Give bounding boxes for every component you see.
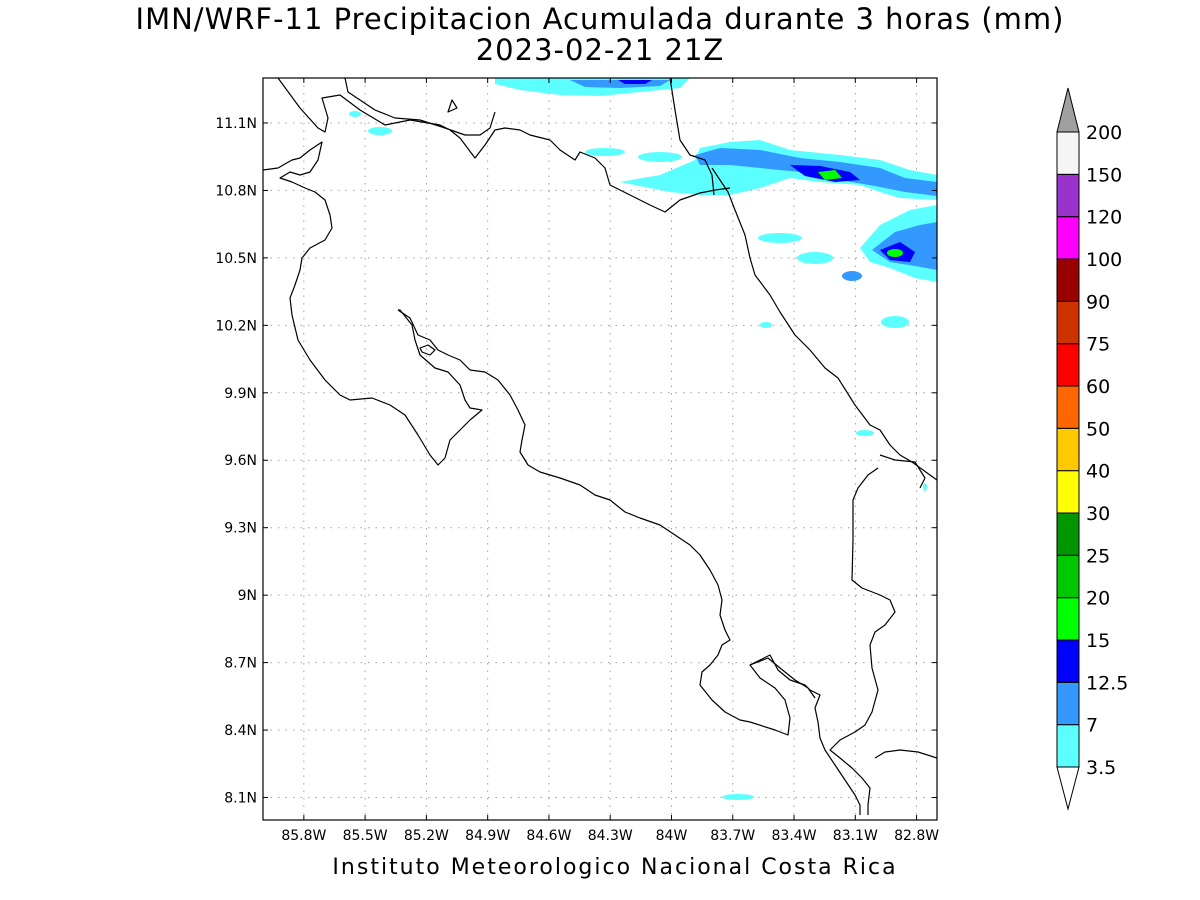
colorbar-swatch — [1056, 131, 1080, 175]
colorbar-swatch — [1056, 173, 1080, 218]
colorbar-label: 20 — [1086, 588, 1110, 610]
lat-tick-label: 9.9N — [224, 386, 257, 402]
panama-pacific — [874, 749, 937, 759]
lon-tick-label: 82.8W — [894, 828, 939, 844]
lat-tick-label: 10.5N — [215, 251, 257, 267]
footer-credit: Instituto Meteorologico Nacional Costa R… — [332, 855, 898, 880]
precip-area-northeast — [620, 140, 937, 200]
lat-tick-label: 10.8N — [215, 183, 257, 199]
colorbar-label: 50 — [1086, 418, 1110, 440]
precip-cell — [368, 127, 392, 135]
colorbar-label: 12.5 — [1086, 672, 1128, 694]
lon-tick-label: 84.3W — [588, 828, 633, 844]
colorbar-swatch — [1056, 300, 1080, 345]
lake-island — [447, 99, 458, 113]
colorbar-swatch — [1056, 258, 1080, 302]
colorbar-label: 15 — [1086, 630, 1110, 652]
title-block: IMN/WRF-11 Precipitacion Acumulada duran… — [0, 4, 1200, 66]
lat-tick-label: 9.6N — [224, 453, 257, 469]
lon-tick-label: 85.2W — [404, 828, 449, 844]
lon-tick-label: 83.4W — [772, 828, 817, 844]
lake-nicaragua-shore — [344, 78, 496, 136]
nicaragua-border — [277, 78, 731, 213]
lat-tick-label: 10.2N — [215, 318, 257, 334]
lon-tick-label: 83.7W — [710, 828, 755, 844]
precip-cell — [797, 252, 833, 264]
precip-cell — [856, 430, 874, 436]
colorbar-label: 3.5 — [1086, 757, 1116, 779]
lon-tick-label: 85.8W — [281, 828, 326, 844]
colorbar-label: 30 — [1086, 503, 1110, 525]
colorbar-label: 7 — [1086, 715, 1098, 737]
colorbar-top-arrow — [1056, 87, 1080, 133]
lat-tick-label: 8.4N — [224, 723, 257, 739]
colorbar-bottom-arrow — [1056, 766, 1080, 811]
colorbar-swatch — [1056, 597, 1080, 641]
colorbar-label: 60 — [1086, 376, 1110, 398]
peninsula-osa — [749, 657, 816, 699]
colorbar-label: 25 — [1086, 545, 1110, 567]
lon-tick-label: 84.6W — [526, 828, 571, 844]
colorbar-label: 40 — [1086, 461, 1110, 483]
lat-tick-label: 8.7N — [224, 656, 257, 672]
colorbar-swatch — [1056, 554, 1080, 599]
colorbar-label: 150 — [1086, 164, 1122, 186]
precip-cell — [349, 111, 361, 117]
san-juan-river — [669, 78, 715, 196]
colorbar-swatch — [1056, 512, 1080, 556]
lat-tick-label: 8.1N — [224, 791, 257, 807]
lon-tick-label: 84.9W — [465, 828, 510, 844]
lon-tick-label: 85.5W — [343, 828, 388, 844]
panama-coast-east — [879, 454, 926, 489]
gridlines — [263, 78, 937, 820]
pacific-coast-north — [263, 141, 483, 466]
precipitation-layer — [349, 78, 937, 800]
lon-tick-label: 83.1W — [833, 828, 878, 844]
colorbar-swatch — [1056, 216, 1080, 260]
colorbar-swatch — [1056, 343, 1080, 387]
colorbar-label: 90 — [1086, 291, 1110, 313]
coastline-layer — [263, 78, 937, 815]
precip-cell — [758, 233, 802, 243]
colorbar-swatch — [1056, 724, 1080, 768]
precip-cell — [760, 322, 772, 328]
colorbar-label: 200 — [1086, 122, 1122, 144]
gulf-of-nicoya-shore — [397, 309, 861, 815]
map-subtitle: 2023-02-21 21Z — [475, 33, 725, 67]
precip-area-northeast-peak — [818, 170, 842, 180]
colorbar-swatch — [1056, 639, 1080, 683]
precip-cell — [842, 271, 862, 281]
colorbar: 3.5 7 12.5 15 20 25 30 40 50 60 75 90 100 120 150 200 — [1056, 87, 1128, 811]
lat-tick-label: 11.1N — [215, 116, 257, 132]
colorbar-label: 75 — [1086, 334, 1110, 356]
island-nicoya — [419, 344, 436, 356]
precip-area-north-peak — [618, 80, 652, 84]
lon-tick-label: 84W — [656, 828, 688, 844]
plot-frame — [262, 77, 938, 821]
colorbar-swatch — [1056, 681, 1080, 726]
precip-area-east-peak — [887, 249, 903, 257]
panama-border-caribbean — [829, 467, 896, 815]
precip-cell — [722, 794, 754, 800]
lat-tick-label: 9.3N — [224, 521, 257, 537]
colorbar-label: 120 — [1086, 207, 1122, 229]
colorbar-swatch — [1056, 470, 1080, 514]
caribbean-coast — [711, 167, 937, 481]
map-title: IMN/WRF-11 Precipitacion Acumulada duran… — [135, 2, 1065, 36]
precip-cell — [923, 483, 927, 491]
axis-ticks: 85.8W 85.5W 85.2W 84.9W 84.6W 84.3W 84W 83.7W 83… — [215, 78, 939, 844]
precip-cell — [585, 148, 625, 156]
colorbar-swatch — [1056, 385, 1080, 429]
colorbar-label: 100 — [1086, 249, 1122, 271]
colorbar-swatch — [1056, 427, 1080, 472]
lat-tick-label: 9N — [238, 588, 257, 604]
precip-cell — [881, 316, 909, 328]
precip-cell — [638, 152, 682, 162]
